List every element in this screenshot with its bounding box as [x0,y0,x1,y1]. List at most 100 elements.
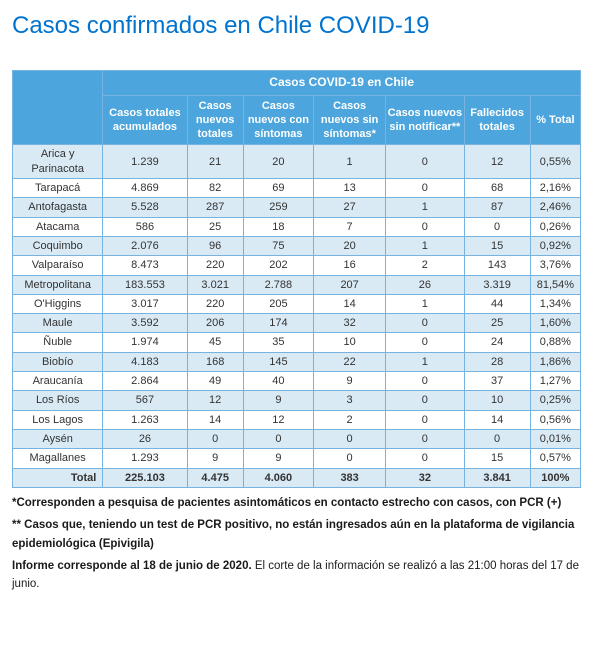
cell-pt: 0,26% [530,217,580,236]
table-row: Coquimbo2.0769675201150,92% [13,236,581,255]
cell-cs: 35 [243,333,313,352]
cell-cs: 259 [243,198,313,217]
table-row: Valparaíso8.4732202021621433,76% [13,256,581,275]
cell-ft: 12 [464,145,530,179]
cell-region: O'Higgins [13,294,103,313]
cell-total-ft: 3.841 [464,468,530,487]
footnote-3a: Informe corresponde al 18 de junio de 20… [12,560,252,572]
cell-cn: 12 [187,391,243,410]
cell-csn: 0 [386,449,464,468]
cell-ct: 1.263 [103,410,187,429]
cell-css: 2 [314,410,386,429]
cell-pt: 2,16% [530,179,580,198]
cell-region: Valparaíso [13,256,103,275]
cell-cn: 0 [187,429,243,448]
cell-total-css: 383 [314,468,386,487]
cell-csn: 0 [386,372,464,391]
cell-cs: 9 [243,391,313,410]
cell-cn: 96 [187,236,243,255]
cell-ft: 0 [464,429,530,448]
cell-ft: 3.319 [464,275,530,294]
cell-pt: 81,54% [530,275,580,294]
cell-cs: 9 [243,449,313,468]
col-casos-sin-sintomas: Casos nuevos sin síntomas* [314,95,386,145]
table-row: Metropolitana183.5533.0212.788207263.319… [13,275,581,294]
cell-cs: 205 [243,294,313,313]
cell-ct: 1.974 [103,333,187,352]
cell-cn: 206 [187,314,243,333]
table-row: Atacama58625187000,26% [13,217,581,236]
cell-ft: 68 [464,179,530,198]
cell-css: 13 [314,179,386,198]
cell-ct: 183.553 [103,275,187,294]
cell-ct: 2.076 [103,236,187,255]
cell-total-ct: 225.103 [103,468,187,487]
cell-region: Arica y Parinacota [13,145,103,179]
cell-cn: 21 [187,145,243,179]
cell-css: 7 [314,217,386,236]
cell-region: Metropolitana [13,275,103,294]
table-row-total: Total225.1034.4754.060383323.841100% [13,468,581,487]
cell-csn: 0 [386,391,464,410]
cell-region: Antofagasta [13,198,103,217]
cell-region: Araucanía [13,372,103,391]
cell-csn: 1 [386,352,464,371]
cell-cs: 174 [243,314,313,333]
cell-csn: 2 [386,256,464,275]
table-row: Maule3.592206174320251,60% [13,314,581,333]
cell-region: Aysén [13,429,103,448]
cell-pt: 0,55% [530,145,580,179]
col-casos-totales: Casos totales acumulados [103,95,187,145]
table-row: Tarapacá4.8698269130682,16% [13,179,581,198]
footnote-2: ** Casos que, teniendo un test de PCR po… [12,519,574,549]
cell-pt: 0,57% [530,449,580,468]
cell-cn: 220 [187,294,243,313]
cell-cs: 2.788 [243,275,313,294]
cell-ft: 28 [464,352,530,371]
col-fallecidos: Fallecidos totales [464,95,530,145]
cell-ft: 15 [464,449,530,468]
cell-ct: 5.528 [103,198,187,217]
table-row: Biobío4.183168145221281,86% [13,352,581,371]
cell-csn: 0 [386,217,464,236]
cell-total-cs: 4.060 [243,468,313,487]
cell-cs: 20 [243,145,313,179]
table-row: Araucanía2.864494090371,27% [13,372,581,391]
cell-pt: 1,27% [530,372,580,391]
table-row: Los Ríos56712930100,25% [13,391,581,410]
cell-csn: 0 [386,179,464,198]
col-group-header: Casos COVID-19 en Chile [103,71,581,96]
cell-cs: 18 [243,217,313,236]
cell-ct: 1.293 [103,449,187,468]
cell-region: Biobío [13,352,103,371]
table-row: O'Higgins3.017220205141441,34% [13,294,581,313]
cell-ft: 44 [464,294,530,313]
cell-ct: 4.183 [103,352,187,371]
cell-pt: 2,46% [530,198,580,217]
col-casos-sintomas: Casos nuevos con síntomas [243,95,313,145]
cell-cn: 287 [187,198,243,217]
cell-csn: 0 [386,333,464,352]
cell-cs: 145 [243,352,313,371]
cell-cn: 82 [187,179,243,198]
col-pct-total: % Total [530,95,580,145]
cell-ft: 143 [464,256,530,275]
cell-pt: 0,56% [530,410,580,429]
footnotes: *Corresponden a pesquisa de pacientes as… [12,494,581,594]
cell-css: 32 [314,314,386,333]
cell-ft: 87 [464,198,530,217]
cell-region: Ñuble [13,333,103,352]
cell-css: 207 [314,275,386,294]
cell-css: 0 [314,449,386,468]
cell-ft: 0 [464,217,530,236]
cell-ft: 10 [464,391,530,410]
cell-css: 0 [314,429,386,448]
cell-csn: 1 [386,294,464,313]
cell-pt: 1,86% [530,352,580,371]
cell-region: Los Lagos [13,410,103,429]
cell-ft: 14 [464,410,530,429]
cell-region: Tarapacá [13,179,103,198]
cell-css: 3 [314,391,386,410]
cell-total-csn: 32 [386,468,464,487]
cell-cs: 202 [243,256,313,275]
